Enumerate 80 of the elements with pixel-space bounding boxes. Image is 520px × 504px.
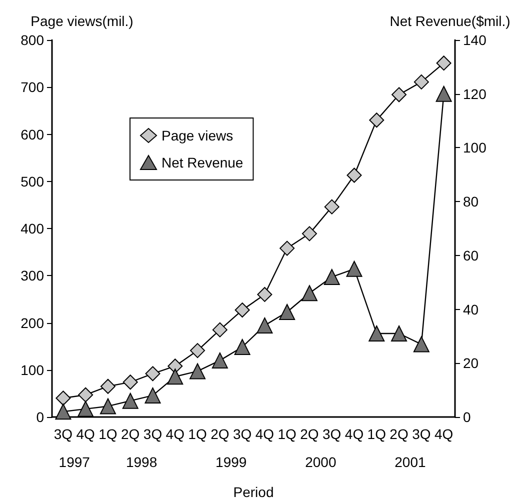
x-tick-label: 3Q <box>54 426 73 442</box>
point <box>346 260 362 277</box>
point <box>190 343 206 358</box>
point <box>301 285 318 302</box>
y-tick-label: 200 <box>20 314 44 331</box>
x-tick-label: 1Q <box>98 426 118 442</box>
point <box>392 87 407 102</box>
x-tick-label: 4Q <box>344 426 364 442</box>
x-tick-label: 4Q <box>76 426 96 442</box>
x-tick-label: 1Q <box>367 426 386 442</box>
point <box>324 199 340 214</box>
y-tick-label: 400 <box>20 220 44 236</box>
y-tick-label: 600 <box>20 126 44 142</box>
x-tick-label: 3Q <box>143 426 162 442</box>
y2-tick-label: 120 <box>463 86 487 102</box>
text: 2001 <box>394 454 426 470</box>
x-tick-label: 4Q <box>166 426 185 442</box>
x-tick-label: 3Q <box>412 426 431 442</box>
x-tick-label: 3Q <box>322 426 342 442</box>
point <box>368 326 385 342</box>
point <box>55 404 72 420</box>
y2-tick-label: 60 <box>463 247 479 264</box>
legend-label: Page views <box>162 128 234 144</box>
y-axis-title: Page views(mil.) <box>30 13 134 29</box>
y-tick-label: 300 <box>20 268 44 284</box>
point <box>346 168 362 183</box>
legend-label: Net Revenue <box>162 154 244 170</box>
x-axis-title: Period <box>233 484 274 500</box>
point <box>234 302 250 318</box>
x-tick-label: 1Q <box>278 426 297 442</box>
point <box>279 304 296 320</box>
point <box>280 240 295 256</box>
x-tick-label: 2Q <box>390 426 408 442</box>
point <box>100 378 116 394</box>
x-tick-label: 2Q <box>300 426 319 442</box>
y2-tick-label: 140 <box>463 32 487 48</box>
point <box>324 268 340 285</box>
text: 1997 <box>58 454 90 470</box>
point <box>56 390 71 406</box>
point <box>78 400 94 417</box>
x-tick-label: 4Q <box>255 426 274 442</box>
point <box>144 387 161 404</box>
x-tick-label: 1Q <box>188 426 207 442</box>
point <box>369 112 384 128</box>
point <box>122 392 138 409</box>
x-tick-label: 2Q <box>210 426 230 442</box>
point <box>302 226 317 242</box>
point <box>414 74 429 90</box>
point <box>234 338 250 355</box>
y2-tick-label: 80 <box>463 194 479 210</box>
y-tick-label: 700 <box>20 79 44 96</box>
point <box>100 398 116 414</box>
y-tick-label: 0 <box>36 409 44 425</box>
x-tick-label: 3Q <box>232 426 252 442</box>
x-tick-label: 2Q <box>121 426 140 442</box>
text: 2000 <box>305 454 336 470</box>
x-tick-label: 4Q <box>434 426 454 442</box>
point <box>391 326 408 342</box>
point <box>190 363 206 380</box>
text: 1998 <box>126 454 158 470</box>
y2-tick-label: 20 <box>463 355 479 372</box>
y2-tick-label: 40 <box>463 301 479 318</box>
y2-tick-label: 0 <box>463 409 471 425</box>
y-tick-label: 800 <box>20 32 44 48</box>
point <box>145 366 160 382</box>
point <box>413 336 430 352</box>
point <box>436 86 452 102</box>
point <box>167 368 184 385</box>
point <box>256 317 273 334</box>
text: 1999 <box>216 454 247 470</box>
point <box>257 286 272 302</box>
point <box>436 56 452 71</box>
point <box>212 352 228 368</box>
y2-tick-label: 100 <box>463 140 487 156</box>
point <box>122 374 138 390</box>
point <box>78 387 94 402</box>
point <box>212 322 228 338</box>
y2-axis-title: Net Revenue($mil.) <box>390 13 510 29</box>
y-tick-label: 500 <box>20 173 44 190</box>
y-tick-label: 100 <box>20 362 44 378</box>
